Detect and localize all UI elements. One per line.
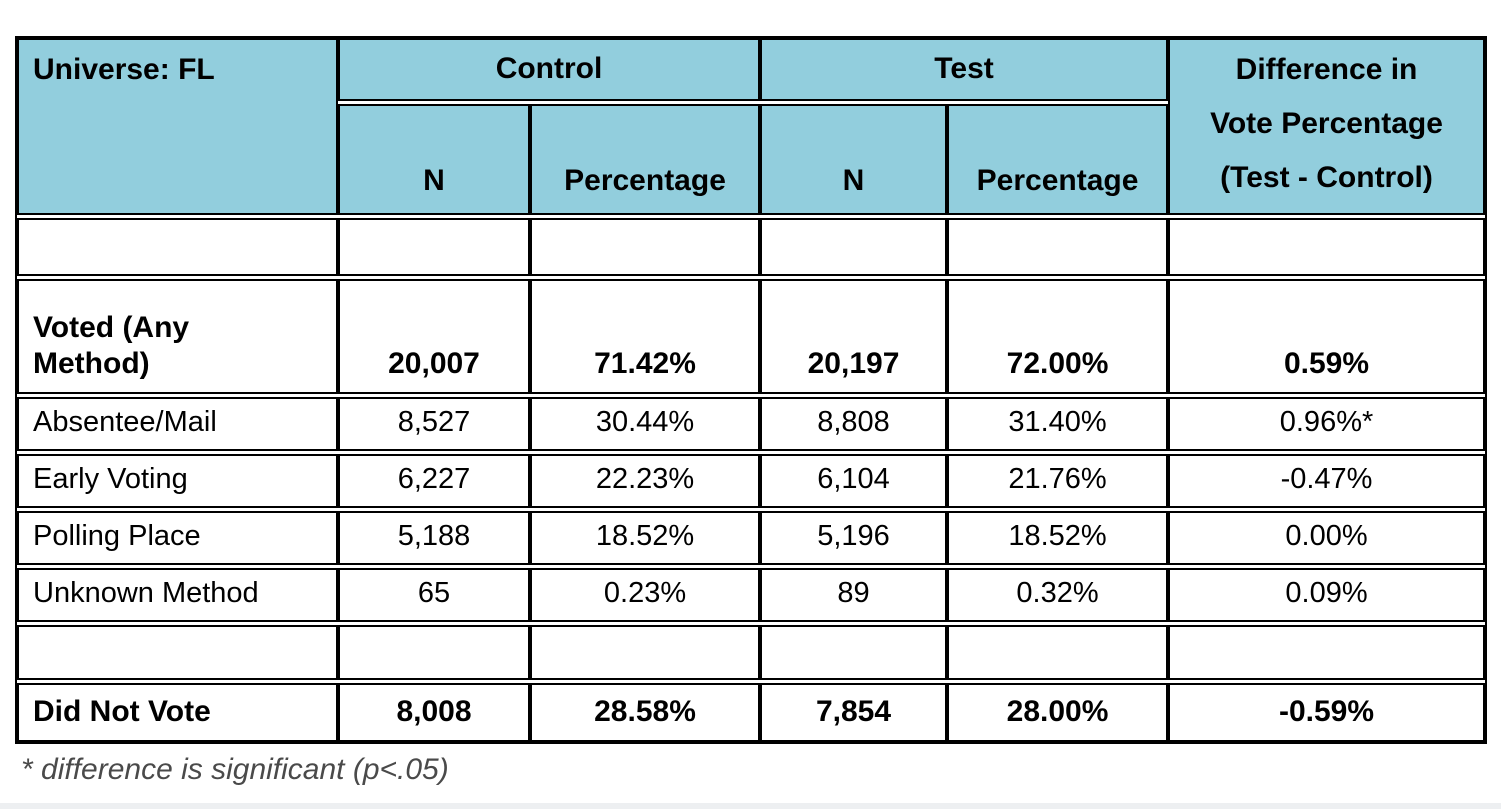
row-label: Polling Place [17, 511, 338, 565]
difference-value: 0.00% [1168, 511, 1485, 565]
results-table-container: Universe: FL Control Test Difference in … [15, 36, 1487, 744]
test-group-header: Test [760, 38, 1169, 101]
test-percentage-value: 72.00% [947, 279, 1169, 394]
table-row-polling-place: Polling Place 5,188 18.52% 5,196 18.52% … [17, 511, 1485, 565]
control-n-value: 8,008 [338, 683, 530, 742]
table-row-absentee-mail: Absentee/Mail 8,527 30.44% 8,808 31.40% … [17, 397, 1485, 451]
cell [530, 625, 761, 680]
test-percentage-value: 21.76% [947, 454, 1169, 508]
difference-header-line-1: Difference in [1235, 53, 1418, 86]
test-n-value: 89 [760, 568, 948, 622]
control-n-value: 6,227 [338, 454, 530, 508]
control-n-value: 5,188 [338, 511, 530, 565]
test-percentage-value: 0.32% [947, 568, 1169, 622]
control-n-value: 20,007 [338, 279, 530, 394]
test-n-header: N [760, 103, 948, 215]
difference-value: -0.47% [1168, 454, 1485, 508]
control-percentage-value: 18.52% [530, 511, 761, 565]
cell [1168, 625, 1485, 680]
test-n-value: 6,104 [760, 454, 948, 508]
row-label: Unknown Method [17, 568, 338, 622]
row-label: Voted (Any Method) [17, 279, 338, 394]
difference-header-line-2: Vote Percentage [1210, 107, 1443, 141]
cell [530, 218, 761, 276]
test-percentage-value: 18.52% [947, 511, 1169, 565]
cell [947, 625, 1169, 680]
control-n-header: N [338, 103, 530, 215]
difference-header: Difference in Vote Percentage (Test - Co… [1168, 38, 1485, 215]
control-n-value: 65 [338, 568, 530, 622]
difference-value: 0.59% [1168, 279, 1485, 394]
test-percentage-header: Percentage [947, 103, 1169, 215]
cell [947, 218, 1169, 276]
difference-value: 0.09% [1168, 568, 1485, 622]
cell [760, 625, 948, 680]
control-percentage-value: 28.58% [530, 683, 761, 742]
cell [17, 625, 338, 680]
spacer-row [17, 218, 1485, 276]
test-percentage-value: 28.00% [947, 683, 1169, 742]
row-label: Early Voting [17, 454, 338, 508]
control-n-value: 8,527 [338, 397, 530, 451]
cell [338, 625, 530, 680]
difference-header-line-3: (Test - Control) [1220, 161, 1433, 195]
row-label: Absentee/Mail [17, 397, 338, 451]
page-edge-strip [0, 803, 1501, 809]
test-n-value: 20,197 [760, 279, 948, 394]
difference-header-lines: Difference in Vote Percentage (Test - Co… [1170, 40, 1483, 213]
header-row-subcolumns: N Percentage N Percentage [17, 103, 1485, 215]
test-n-value: 8,808 [760, 397, 948, 451]
difference-value: 0.96%* [1168, 397, 1485, 451]
corner-header-universe: Universe: FL [17, 38, 338, 215]
control-group-header: Control [338, 38, 761, 101]
table-row-voted-any-method: Voted (Any Method) 20,007 71.42% 20,197 … [17, 279, 1485, 394]
cell [17, 218, 338, 276]
significance-footnote: * difference is significant (p<.05) [21, 753, 449, 786]
control-percentage-value: 30.44% [530, 397, 761, 451]
row-label: Did Not Vote [17, 683, 338, 742]
difference-value: -0.59% [1168, 683, 1485, 742]
spacer-row [17, 625, 1485, 680]
test-percentage-value: 31.40% [947, 397, 1169, 451]
table-row-unknown-method: Unknown Method 65 0.23% 89 0.32% 0.09% [17, 568, 1485, 622]
table-row-early-voting: Early Voting 6,227 22.23% 6,104 21.76% -… [17, 454, 1485, 508]
test-n-value: 5,196 [760, 511, 948, 565]
table-row-did-not-vote: Did Not Vote 8,008 28.58% 7,854 28.00% -… [17, 683, 1485, 742]
control-percentage-value: 71.42% [530, 279, 761, 394]
results-table: Universe: FL Control Test Difference in … [17, 38, 1485, 742]
header-row-groups: Universe: FL Control Test Difference in … [17, 38, 1485, 215]
cell [1168, 218, 1485, 276]
cell [338, 218, 530, 276]
control-percentage-value: 22.23% [530, 454, 761, 508]
control-percentage-header: Percentage [530, 103, 761, 215]
cell [760, 218, 948, 276]
control-percentage-value: 0.23% [530, 568, 761, 622]
test-n-value: 7,854 [760, 683, 948, 742]
